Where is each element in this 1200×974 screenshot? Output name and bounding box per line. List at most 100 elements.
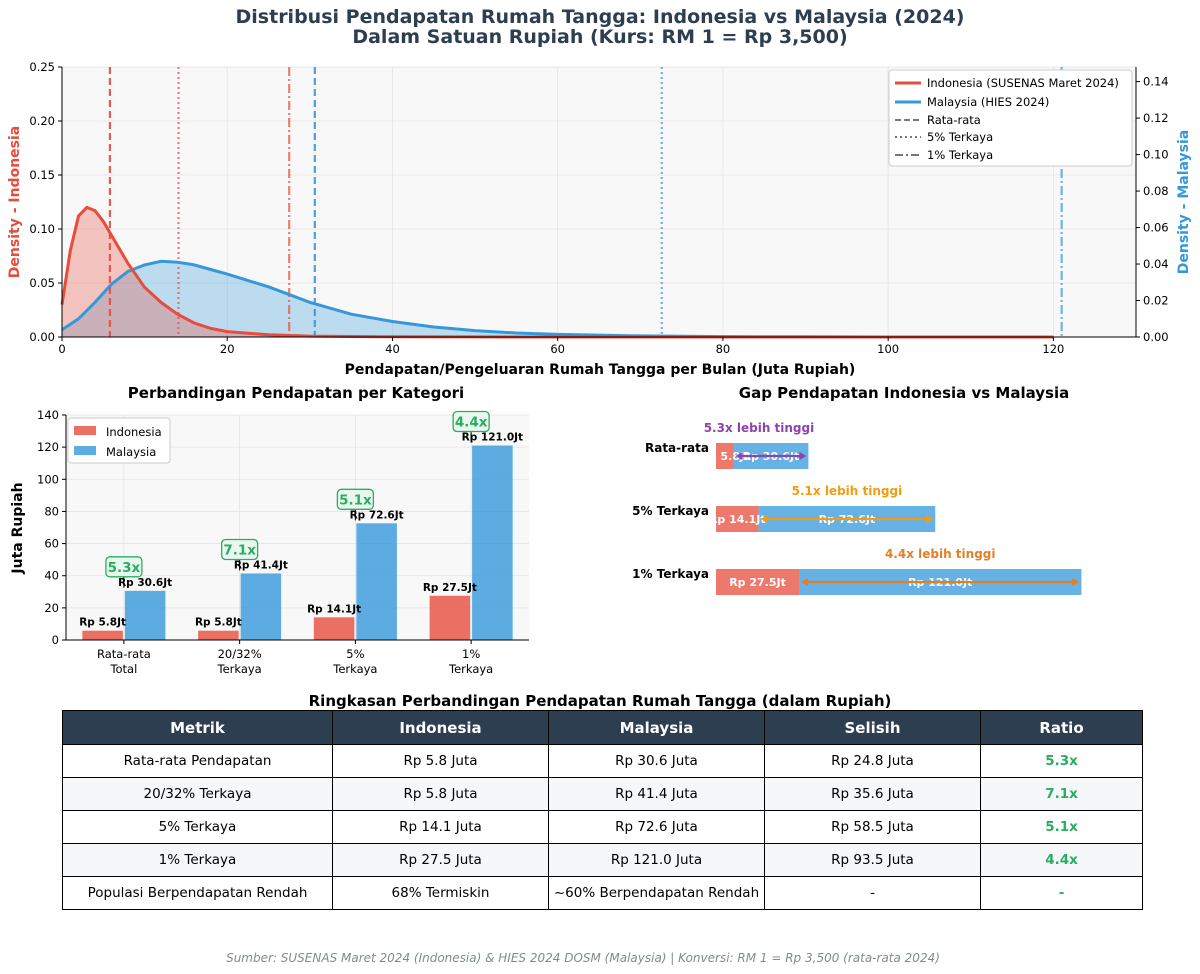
density-x-tick-label: 40 bbox=[385, 342, 400, 356]
density-x-axis-label: Pendapatan/Pengeluaran Rumah Tangga per … bbox=[345, 362, 856, 378]
cell-indonesia: Rp 5.8 Juta bbox=[332, 744, 549, 778]
ratio-badge: 4.4x bbox=[455, 415, 488, 431]
gap-ratio-note: 4.4x lebih tinggi bbox=[885, 547, 996, 561]
summary-table: Metrik Indonesia Malaysia Selisih Ratio … bbox=[62, 710, 1143, 910]
gap-category-label: 5% Terkaya bbox=[632, 504, 709, 518]
bar-x-tick-label: Terkaya bbox=[448, 662, 493, 676]
indonesia-bar bbox=[198, 630, 239, 640]
density-y-tick-label-right: 0.12 bbox=[1143, 111, 1169, 125]
cell-metrik: Rata-rata Pendapatan bbox=[62, 744, 333, 778]
bar-legend-malaysia-swatch bbox=[74, 446, 96, 455]
header-ratio: Ratio bbox=[980, 710, 1143, 745]
gap-chart: Gap Pendapatan Indonesia vs Malaysia Rat… bbox=[632, 384, 1082, 595]
gap-arrow-head-right bbox=[799, 452, 807, 460]
density-y-tick-label-right: 0.08 bbox=[1143, 184, 1169, 198]
cell-selisih: Rp 24.8 Juta bbox=[764, 744, 981, 778]
density-y-tick-label-left: 0.20 bbox=[29, 114, 55, 128]
bar-y-tick-label: 100 bbox=[37, 472, 59, 486]
table-row: 20/32% Terkaya Rp 5.8 Juta Rp 41.4 Juta … bbox=[62, 777, 1143, 811]
bar-y-axis-label: Juta Rupiah bbox=[10, 482, 26, 574]
malaysia-bar bbox=[124, 590, 166, 640]
ratio-badge-box bbox=[220, 538, 259, 561]
cell-malaysia: Rp 72.6 Juta bbox=[548, 810, 765, 844]
cell-malaysia: Rp 121.0 Juta bbox=[548, 843, 765, 877]
indonesia-bar-label: Rp 5.8Jt bbox=[195, 617, 242, 629]
density-y-tick-label-right: 0.04 bbox=[1143, 257, 1169, 271]
density-y-tick-label-right: 0.00 bbox=[1143, 330, 1169, 344]
header-indonesia: Indonesia bbox=[332, 710, 549, 745]
cell-metrik: Populasi Berpendapatan Rendah bbox=[62, 876, 333, 910]
cell-indonesia: Rp 27.5 Juta bbox=[332, 843, 549, 877]
cell-indonesia: 68% Termiskin bbox=[332, 876, 549, 910]
ratio-badge: 7.1x bbox=[223, 542, 256, 558]
header-metrik: Metrik bbox=[62, 710, 333, 745]
bar-chart-title: Perbandingan Pendapatan per Kategori bbox=[128, 384, 464, 402]
gap-indonesia-bar bbox=[716, 569, 800, 595]
indonesia-bar bbox=[429, 595, 471, 640]
gap-indonesia-label: Rp 14.1Jt bbox=[709, 513, 766, 526]
cell-metrik: 20/32% Terkaya bbox=[62, 777, 333, 811]
density-x-tick-label: 100 bbox=[877, 342, 899, 356]
density-y-tick-label-right: 0.14 bbox=[1143, 75, 1169, 89]
ratio-badge-box bbox=[452, 410, 490, 433]
header-selisih: Selisih bbox=[764, 710, 981, 745]
density-legend: Indonesia (SUSENAS Maret 2024) Malaysia … bbox=[888, 69, 1133, 167]
cell-ratio: - bbox=[980, 876, 1143, 910]
density-y-tick-label-left: 0.00 bbox=[29, 330, 55, 344]
legend-indonesia: Indonesia (SUSENAS Maret 2024) bbox=[927, 76, 1119, 90]
cell-malaysia: ~60% Berpendapatan Rendah bbox=[548, 876, 765, 910]
gap-ratio-note: 5.1x lebih tinggi bbox=[792, 484, 903, 498]
gap-arrow-head-right bbox=[926, 515, 934, 523]
bar-y-tick-label: 20 bbox=[44, 601, 59, 615]
malaysia-bar-label: Rp 121.0Jt bbox=[462, 432, 523, 444]
bar-y-tick-label: 60 bbox=[44, 537, 59, 551]
cell-ratio: 7.1x bbox=[980, 777, 1143, 811]
legend-box bbox=[888, 69, 1133, 167]
gap-arrow-head-left bbox=[801, 578, 809, 586]
bar-x-tick-label: 5% bbox=[346, 647, 364, 661]
density-y-tick-label-right: 0.06 bbox=[1143, 221, 1169, 235]
density-x-tick-label: 120 bbox=[1042, 342, 1064, 356]
malaysia-bar-label: Rp 41.4Jt bbox=[234, 559, 288, 571]
density-fills bbox=[62, 207, 1054, 337]
density-chart: 0 20 40 60 80 100 120 0.00 0.05 0.10 0.15 0.20 0.25 0… bbox=[7, 60, 1192, 378]
indonesia-density-area bbox=[62, 207, 1054, 337]
malaysia-density-area bbox=[62, 261, 1054, 337]
indonesia-bar bbox=[82, 630, 123, 640]
cell-selisih: Rp 35.6 Juta bbox=[764, 777, 981, 811]
gap-indonesia-label: Rp 5.8Jt bbox=[700, 450, 749, 463]
density-y-tick-label-left: 0.25 bbox=[29, 60, 55, 74]
gap-ratio-note: 5.3x lebih tinggi bbox=[704, 421, 815, 435]
indonesia-bar bbox=[313, 617, 355, 640]
ratio-badge: 5.3x bbox=[108, 560, 141, 576]
bar-legend-indonesia-swatch bbox=[74, 426, 96, 435]
bar-y-tick-label: 140 bbox=[37, 408, 59, 422]
indonesia-bar-label: Rp 27.5Jt bbox=[423, 582, 477, 594]
table-row: 1% Terkaya Rp 27.5 Juta Rp 121.0 Juta Rp… bbox=[62, 843, 1143, 877]
malaysia-bar-label: Rp 72.6Jt bbox=[350, 509, 404, 521]
density-axes: 0 20 40 60 80 100 120 0.00 0.05 0.10 0.15 0.20 0.25 0… bbox=[29, 60, 1168, 356]
bar-legend-malaysia: Malaysia bbox=[106, 445, 156, 459]
bar-x-tick-label: 20/32% bbox=[218, 647, 262, 661]
bar-y-tick-label: 80 bbox=[44, 504, 59, 518]
bar-x-tick-label: Terkaya bbox=[332, 662, 377, 676]
density-y-axis-label-right: Density - Malaysia bbox=[1176, 130, 1192, 275]
cell-selisih: - bbox=[764, 876, 981, 910]
density-x-tick-label: 60 bbox=[550, 342, 565, 356]
malaysia-bar bbox=[240, 573, 282, 640]
density-y-tick-label-right: 0.02 bbox=[1143, 294, 1169, 308]
table-row: Rata-rata Pendapatan Rp 5.8 Juta Rp 30.6… bbox=[62, 744, 1143, 778]
legend-malaysia: Malaysia (HIES 2024) bbox=[927, 95, 1049, 109]
cell-indonesia: Rp 5.8 Juta bbox=[332, 777, 549, 811]
gap-chart-title: Gap Pendapatan Indonesia vs Malaysia bbox=[739, 384, 1069, 402]
bar-x-tick-label: Rata-rata bbox=[97, 647, 151, 661]
bar-y-tick-label: 40 bbox=[44, 569, 59, 583]
figure-title-line2: Dalam Satuan Rupiah (Kurs: RM 1 = Rp 3,5… bbox=[352, 26, 847, 48]
bar-x-tick-label: 1% bbox=[462, 647, 480, 661]
bar-legend-indonesia: Indonesia bbox=[106, 425, 162, 439]
density-y-tick-label-left: 0.10 bbox=[29, 222, 55, 236]
density-y-tick-label-right: 0.10 bbox=[1143, 148, 1169, 162]
cell-selisih: Rp 58.5 Juta bbox=[764, 810, 981, 844]
